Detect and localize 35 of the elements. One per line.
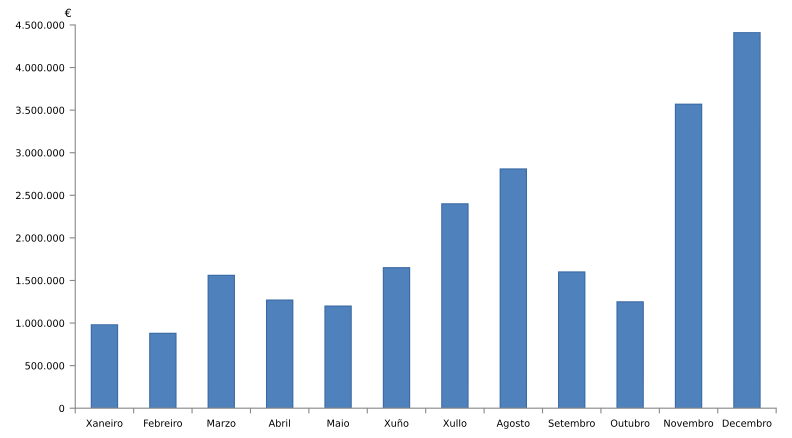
x-tick-label: Decembro bbox=[722, 419, 772, 427]
y-axis-title: € bbox=[64, 8, 71, 18]
x-tick-label: Xuño bbox=[384, 419, 408, 427]
x-tick-label: Abril bbox=[268, 419, 290, 427]
x-tick-label: Xullo bbox=[443, 419, 466, 427]
y-tick-label: 0 bbox=[59, 404, 64, 412]
bar bbox=[90, 324, 118, 408]
x-tick-label: Outubro bbox=[610, 419, 650, 427]
y-tick-label: 1.000.000 bbox=[16, 320, 64, 327]
bar bbox=[324, 305, 352, 408]
y-tick-label: 4.000.000 bbox=[16, 64, 64, 72]
x-tick-label: Setembro bbox=[548, 419, 595, 427]
bar bbox=[149, 332, 177, 408]
bar bbox=[441, 203, 469, 408]
bar bbox=[616, 301, 644, 408]
y-tick-label: 3.000.000 bbox=[16, 149, 64, 157]
x-tick-label: Marzo bbox=[208, 420, 236, 427]
x-tick-label: Febreiro bbox=[144, 419, 182, 427]
bar bbox=[382, 267, 410, 408]
bar bbox=[500, 168, 528, 408]
x-tick-label: Novembro bbox=[664, 419, 714, 427]
y-tick-label: 3.500.000 bbox=[16, 106, 64, 114]
y-tick-label: 2.000.000 bbox=[16, 234, 64, 242]
y-tick-label: 4.500.000 bbox=[16, 21, 64, 29]
y-tick-label: 500.000 bbox=[25, 362, 64, 370]
x-tick-label: Agosto bbox=[496, 420, 530, 429]
bar bbox=[674, 104, 702, 408]
y-tick-label: 2.500.000 bbox=[16, 192, 64, 200]
x-tick-label: Xaneiro bbox=[86, 419, 123, 427]
bar bbox=[208, 274, 235, 408]
x-tick-label: Maio bbox=[328, 419, 350, 427]
bar bbox=[266, 300, 294, 408]
bar bbox=[733, 32, 761, 408]
y-tick-label: 1.500.000 bbox=[16, 276, 64, 284]
bar bbox=[558, 271, 586, 408]
